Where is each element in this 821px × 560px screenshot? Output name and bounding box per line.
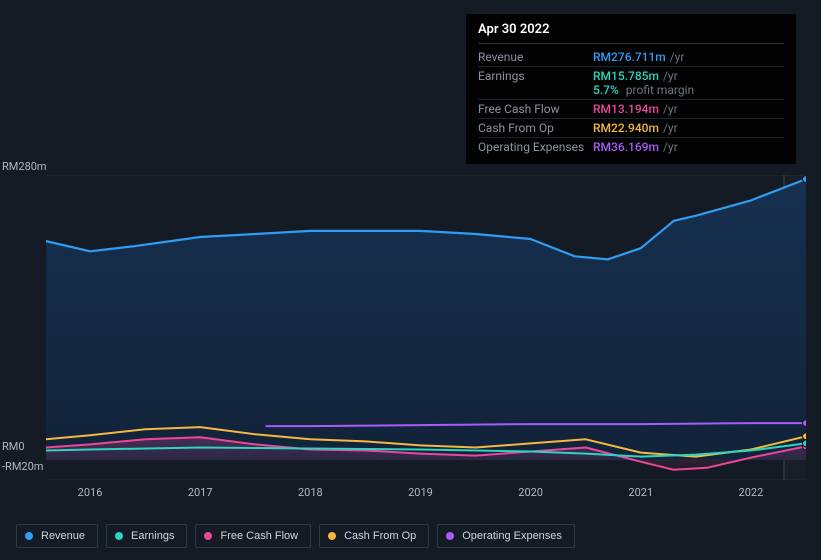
tooltip-label: Free Cash Flow <box>478 102 593 116</box>
tooltip-value: RM22.940m <box>593 121 659 135</box>
legend: Revenue Earnings Free Cash Flow Cash From O… <box>16 524 575 548</box>
legend-item-cash-from-op[interactable]: Cash From Op <box>319 524 429 548</box>
tooltip-value: RM276.711m <box>593 50 666 64</box>
chart-plot <box>46 175 806 480</box>
y-axis-label: RM280m <box>2 160 47 173</box>
tooltip-row: Cash From OpRM22.940m/yr <box>478 119 784 138</box>
x-axis-label: 2016 <box>78 486 103 499</box>
tooltip-label: Revenue <box>478 50 593 64</box>
legend-item-earnings[interactable]: Earnings <box>106 524 187 548</box>
tooltip-suffix: /yr <box>670 50 685 64</box>
x-axis-label: 2018 <box>298 486 323 499</box>
x-axis-label: 2021 <box>628 486 653 499</box>
tooltip-label: Cash From Op <box>478 121 593 135</box>
legend-dot-icon <box>204 532 212 540</box>
tooltip-suffix: /yr <box>663 121 678 135</box>
tooltip-value: RM36.169m <box>593 140 659 154</box>
legend-dot-icon <box>25 532 33 540</box>
y-axis-label: -RM20m <box>2 460 43 473</box>
tooltip-row: EarningsRM15.785m/yr 5.7% profit margin <box>478 67 784 100</box>
tooltip-row: Operating ExpensesRM36.169m/yr <box>478 138 784 156</box>
chart-tooltip: Apr 30 2022 RevenueRM276.711m/yrEarnings… <box>466 14 796 164</box>
tooltip-label: Operating Expenses <box>478 140 593 154</box>
legend-item-free-cash-flow[interactable]: Free Cash Flow <box>195 524 311 548</box>
y-axis-label: RM0 <box>2 440 25 453</box>
x-axis-label: 2020 <box>518 486 543 499</box>
tooltip-sub-label: profit margin <box>623 83 694 97</box>
tooltip-sub-value: 5.7% <box>593 83 619 97</box>
legend-dot-icon <box>328 532 336 540</box>
legend-label: Revenue <box>41 530 85 542</box>
legend-label: Cash From Op <box>344 530 416 542</box>
legend-item-operating-expenses[interactable]: Operating Expenses <box>437 524 575 548</box>
legend-dot-icon <box>446 532 454 540</box>
tooltip-value: RM13.194m <box>593 102 659 116</box>
legend-label: Earnings <box>131 530 174 542</box>
legend-label: Free Cash Flow <box>220 530 298 542</box>
tooltip-suffix: /yr <box>663 102 678 116</box>
x-axis-label: 2019 <box>408 486 433 499</box>
tooltip-row: Free Cash FlowRM13.194m/yr <box>478 100 784 119</box>
x-axis-label: 2022 <box>739 486 764 499</box>
legend-label: Operating Expenses <box>462 530 562 542</box>
tooltip-date: Apr 30 2022 <box>478 22 784 44</box>
tooltip-suffix: /yr <box>663 140 678 154</box>
legend-item-revenue[interactable]: Revenue <box>16 524 98 548</box>
x-axis-label: 2017 <box>188 486 213 499</box>
tooltip-row: RevenueRM276.711m/yr <box>478 48 784 67</box>
legend-dot-icon <box>115 532 123 540</box>
tooltip-suffix: /yr <box>663 69 678 83</box>
tooltip-value: RM15.785m <box>593 69 659 83</box>
tooltip-label: Earnings <box>478 69 593 97</box>
